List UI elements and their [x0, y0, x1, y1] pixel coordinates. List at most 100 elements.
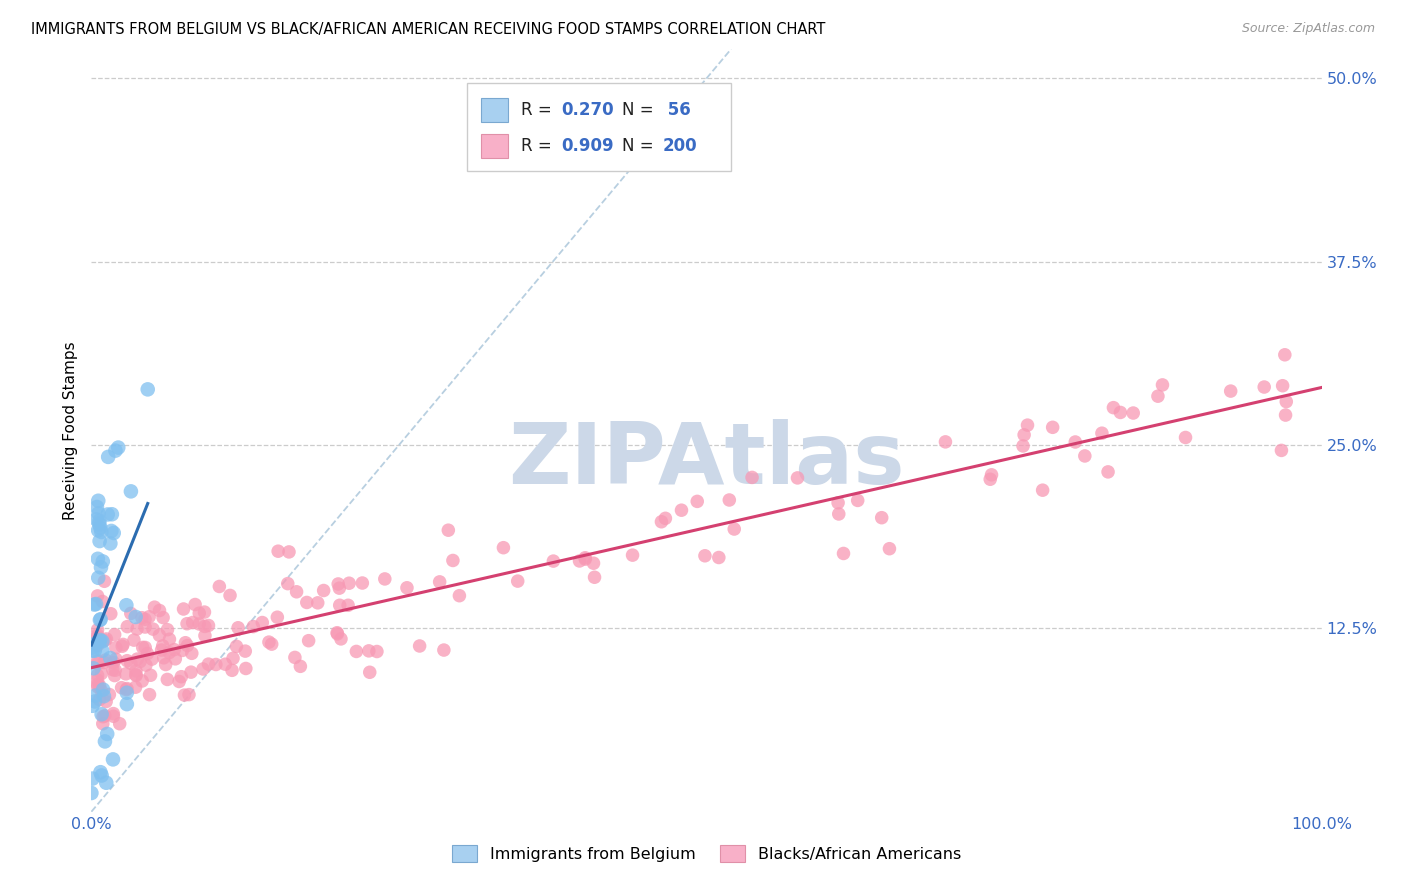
Point	[93, 574, 115, 589]
Point	[568, 554, 591, 568]
Text: 0.909: 0.909	[561, 136, 614, 155]
Point	[131, 640, 153, 655]
Point	[82, 698, 104, 713]
Bar	[467, 83, 731, 171]
Point	[89, 613, 111, 627]
Text: N =: N =	[621, 101, 658, 119]
Point	[157, 646, 180, 660]
Point	[90, 683, 112, 698]
Point	[312, 583, 335, 598]
Point	[328, 577, 350, 591]
Text: IMMIGRANTS FROM BELGIUM VS BLACK/AFRICAN AMERICAN RECEIVING FOOD STAMPS CORRELAT: IMMIGRANTS FROM BELGIUM VS BLACK/AFRICAN…	[31, 22, 825, 37]
Point	[136, 383, 159, 397]
Point	[96, 776, 118, 790]
Point	[173, 602, 195, 616]
Point	[156, 623, 179, 637]
Point	[437, 523, 460, 537]
Point	[101, 508, 124, 522]
Point	[285, 584, 308, 599]
Point	[979, 472, 1001, 486]
Point	[112, 637, 135, 651]
Point	[122, 633, 145, 648]
Point	[307, 596, 329, 610]
Point	[91, 709, 114, 723]
Point	[574, 552, 596, 566]
Point	[103, 706, 125, 721]
Point	[165, 652, 187, 666]
Point	[257, 635, 280, 649]
Point	[1147, 389, 1170, 403]
Point	[83, 661, 105, 675]
Bar	[481, 98, 509, 122]
Point	[277, 576, 299, 591]
Point	[131, 673, 153, 688]
Point	[86, 680, 108, 694]
Point	[86, 500, 108, 514]
Point	[86, 673, 108, 687]
Point	[91, 682, 114, 697]
Point	[330, 632, 353, 646]
Point	[827, 496, 849, 510]
Point	[278, 545, 301, 559]
Point	[152, 610, 174, 624]
Point	[84, 636, 107, 650]
Point	[125, 668, 148, 682]
Point	[115, 654, 138, 668]
Point	[1274, 348, 1296, 362]
Point	[352, 576, 374, 591]
Point	[86, 668, 108, 682]
Point	[91, 634, 114, 648]
Point	[87, 571, 110, 585]
Point	[84, 694, 107, 708]
Point	[395, 581, 418, 595]
Point	[1152, 378, 1174, 392]
Point	[89, 517, 111, 532]
Point	[621, 548, 644, 562]
Point	[242, 619, 264, 633]
Point	[89, 634, 111, 648]
Point	[94, 694, 117, 708]
Point	[98, 651, 121, 665]
Point	[163, 642, 186, 657]
Point	[707, 550, 730, 565]
Point	[170, 670, 193, 684]
Point	[205, 657, 228, 672]
Point	[110, 681, 132, 695]
Point	[173, 688, 195, 702]
Point	[1122, 406, 1144, 420]
Point	[87, 551, 110, 566]
Point	[329, 599, 352, 613]
Point	[90, 612, 112, 626]
Point	[90, 707, 112, 722]
Point	[184, 598, 207, 612]
Text: 200: 200	[662, 136, 697, 155]
Point	[93, 656, 115, 670]
Legend: Immigrants from Belgium, Blacks/African Americans: Immigrants from Belgium, Blacks/African …	[446, 838, 967, 869]
Point	[235, 661, 257, 675]
Point	[433, 643, 456, 657]
Point	[117, 619, 139, 633]
Point	[101, 663, 124, 677]
Point	[583, 570, 606, 584]
Point	[120, 484, 142, 499]
Point	[108, 716, 131, 731]
Y-axis label: Receiving Food Stamps: Receiving Food Stamps	[63, 341, 79, 520]
Point	[127, 652, 149, 666]
Point	[671, 503, 693, 517]
Point	[226, 621, 249, 635]
Point	[197, 657, 219, 672]
Point	[326, 625, 349, 640]
Point	[80, 786, 103, 800]
Point	[84, 689, 107, 703]
Point	[115, 681, 138, 696]
Point	[104, 668, 127, 682]
Point	[326, 627, 349, 641]
Point	[91, 716, 114, 731]
Point	[107, 441, 129, 455]
Point	[1032, 483, 1054, 498]
Point	[114, 666, 136, 681]
Point	[138, 609, 160, 624]
Point	[267, 544, 290, 558]
Point	[328, 581, 350, 595]
Point	[91, 554, 114, 568]
